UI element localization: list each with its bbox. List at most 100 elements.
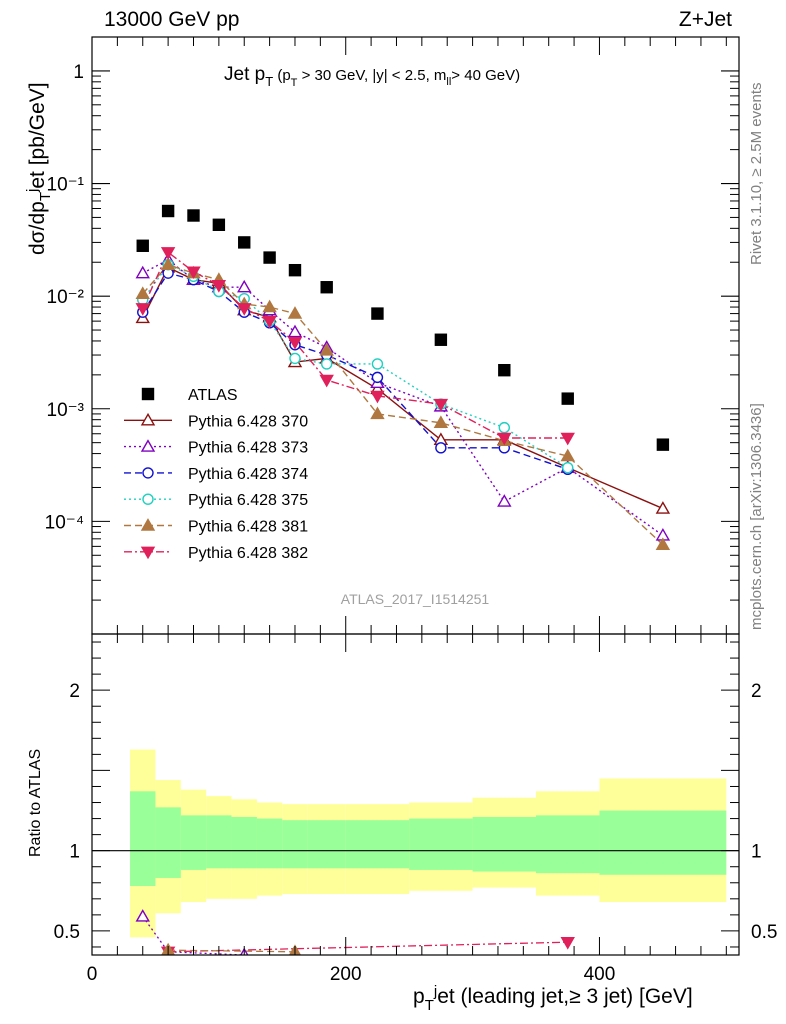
legend-marker	[140, 439, 156, 452]
series-point-2	[135, 265, 150, 279]
ratio-band-green	[180, 815, 207, 870]
legend-marker	[141, 387, 155, 401]
ratio-line-2	[168, 949, 295, 953]
rivet-label: Rivet 3.1.10, ≥ 2.5M events	[748, 83, 765, 266]
legend-marker	[140, 412, 156, 426]
ratio-uncertainty-bands	[92, 749, 739, 938]
series-point-0	[656, 438, 670, 451]
ratio-y-tick-label-right: 2	[751, 681, 762, 702]
ratio-series-markers	[135, 909, 575, 955]
y-tick-label: 10⁻⁴	[45, 512, 84, 533]
series-point-0	[212, 218, 226, 232]
ratio-line-1	[168, 941, 568, 953]
ratio-panel-frame	[91, 633, 740, 956]
ratio-y-axis-label: Ratio to ATLAS	[27, 749, 44, 857]
series-point-6	[433, 398, 449, 412]
ratio-series-lines	[142, 916, 568, 955]
legend-label: Pythia 6.428 374	[188, 466, 308, 483]
analysis-watermark: ATLAS_2017_I1514251	[341, 591, 490, 607]
series-point-5	[433, 415, 449, 429]
ratio-band-green	[409, 818, 473, 870]
ratio-band-green	[256, 818, 283, 869]
y-tick-label: 1	[73, 62, 84, 83]
series-point-0	[136, 239, 149, 252]
ratio-band-green	[472, 816, 537, 872]
ratio-y-tick-label-left: 1	[69, 842, 80, 863]
legend-entry: Pythia 6.428 381	[124, 518, 308, 536]
ratio-band-green	[536, 815, 600, 874]
legend-marker	[140, 518, 156, 531]
x-tick-label: 400	[584, 964, 616, 985]
ratio-band-green	[130, 791, 156, 886]
series-point-6	[370, 390, 385, 404]
series-point-0	[561, 392, 574, 405]
series-point-5	[655, 537, 671, 550]
series-point-2	[237, 279, 252, 293]
ratio-y-tick-label-right: 0.5	[751, 922, 777, 943]
y-tick-label: 10⁻¹	[47, 175, 85, 196]
series-point-6	[497, 432, 512, 446]
ratio-band-green	[599, 810, 727, 875]
x-axis-label: pTjet (leading jet,≥ 3 jet) [GeV]	[413, 983, 693, 1014]
main-y-axis-label: dσ/dpTjet [pb/GeV]	[24, 82, 54, 255]
ratio-band-green	[345, 820, 410, 869]
series-point-5	[560, 448, 575, 462]
series-line-6	[142, 251, 568, 439]
series-point-2	[497, 494, 512, 507]
ratio-y-tick-label-right: 1	[751, 842, 762, 863]
series-point-3	[435, 442, 447, 454]
legend-marker	[142, 493, 154, 505]
series-point-2	[287, 324, 303, 338]
legend-label: Pythia 6.428 370	[188, 413, 308, 430]
y-tick-label: 10⁻³	[47, 400, 85, 421]
ratio-point-1	[560, 936, 575, 950]
series-point-5	[160, 257, 176, 270]
series-point-1	[655, 501, 671, 514]
series-point-6	[186, 266, 201, 280]
series-point-3	[371, 371, 384, 384]
ratio-axis-ticks: 0.5 0.5 1 1 2 2 0 200 400	[54, 37, 777, 985]
ratio-band-green	[155, 807, 181, 878]
series-point-0	[498, 363, 511, 377]
series-point-6	[237, 303, 252, 316]
series-point-4	[371, 358, 384, 370]
series-point-6	[319, 374, 334, 388]
legend-entry: ATLAS	[141, 387, 238, 404]
legend-entry: Pythia 6.428 374	[124, 466, 308, 483]
plot-title: Jet pT (pT > 30 GeV, |y| < 2.5, mll> 40 …	[224, 64, 520, 89]
series-point-4	[498, 421, 511, 434]
series-point-4	[289, 352, 301, 365]
series-point-4	[562, 461, 574, 474]
y-tick-label: 10⁻²	[47, 287, 85, 308]
series-point-0	[288, 263, 302, 277]
ratio-band-green	[307, 820, 346, 869]
series-point-0	[161, 204, 175, 218]
ratio-band-green	[282, 820, 308, 869]
series-point-6	[211, 280, 227, 293]
legend-label: Pythia 6.428 373	[188, 440, 308, 457]
series-point-6	[160, 247, 176, 260]
series-point-6	[287, 336, 303, 350]
series-point-5	[262, 299, 277, 313]
header-left: 13000 GeV pp	[104, 8, 239, 31]
main-series-markers	[135, 204, 671, 550]
legend-marker	[140, 546, 156, 560]
legend-label: Pythia 6.428 381	[188, 519, 308, 536]
mcplots-label: mcplots.cern.ch [arXiv:1306.3436]	[748, 403, 765, 630]
series-point-6	[135, 303, 150, 316]
ratio-y-tick-label-left: 2	[69, 681, 80, 702]
legend-entry: Pythia 6.428 370	[124, 412, 308, 430]
series-point-6	[560, 432, 575, 446]
ratio-band-green	[231, 816, 257, 869]
x-tick-label: 200	[330, 964, 362, 985]
legend: ATLAS Pythia 6.428 370 Pythia 6.428 373 Pyt…	[124, 387, 308, 562]
legend-label: Pythia 6.428 375	[188, 492, 308, 509]
legend-entry: Pythia 6.428 375	[124, 492, 308, 509]
series-point-5	[319, 342, 334, 356]
series-point-5	[135, 286, 150, 299]
series-point-4	[320, 358, 333, 370]
series-point-5	[287, 306, 303, 319]
ratio-point-0	[135, 909, 150, 922]
ratio-band-green	[206, 815, 232, 869]
